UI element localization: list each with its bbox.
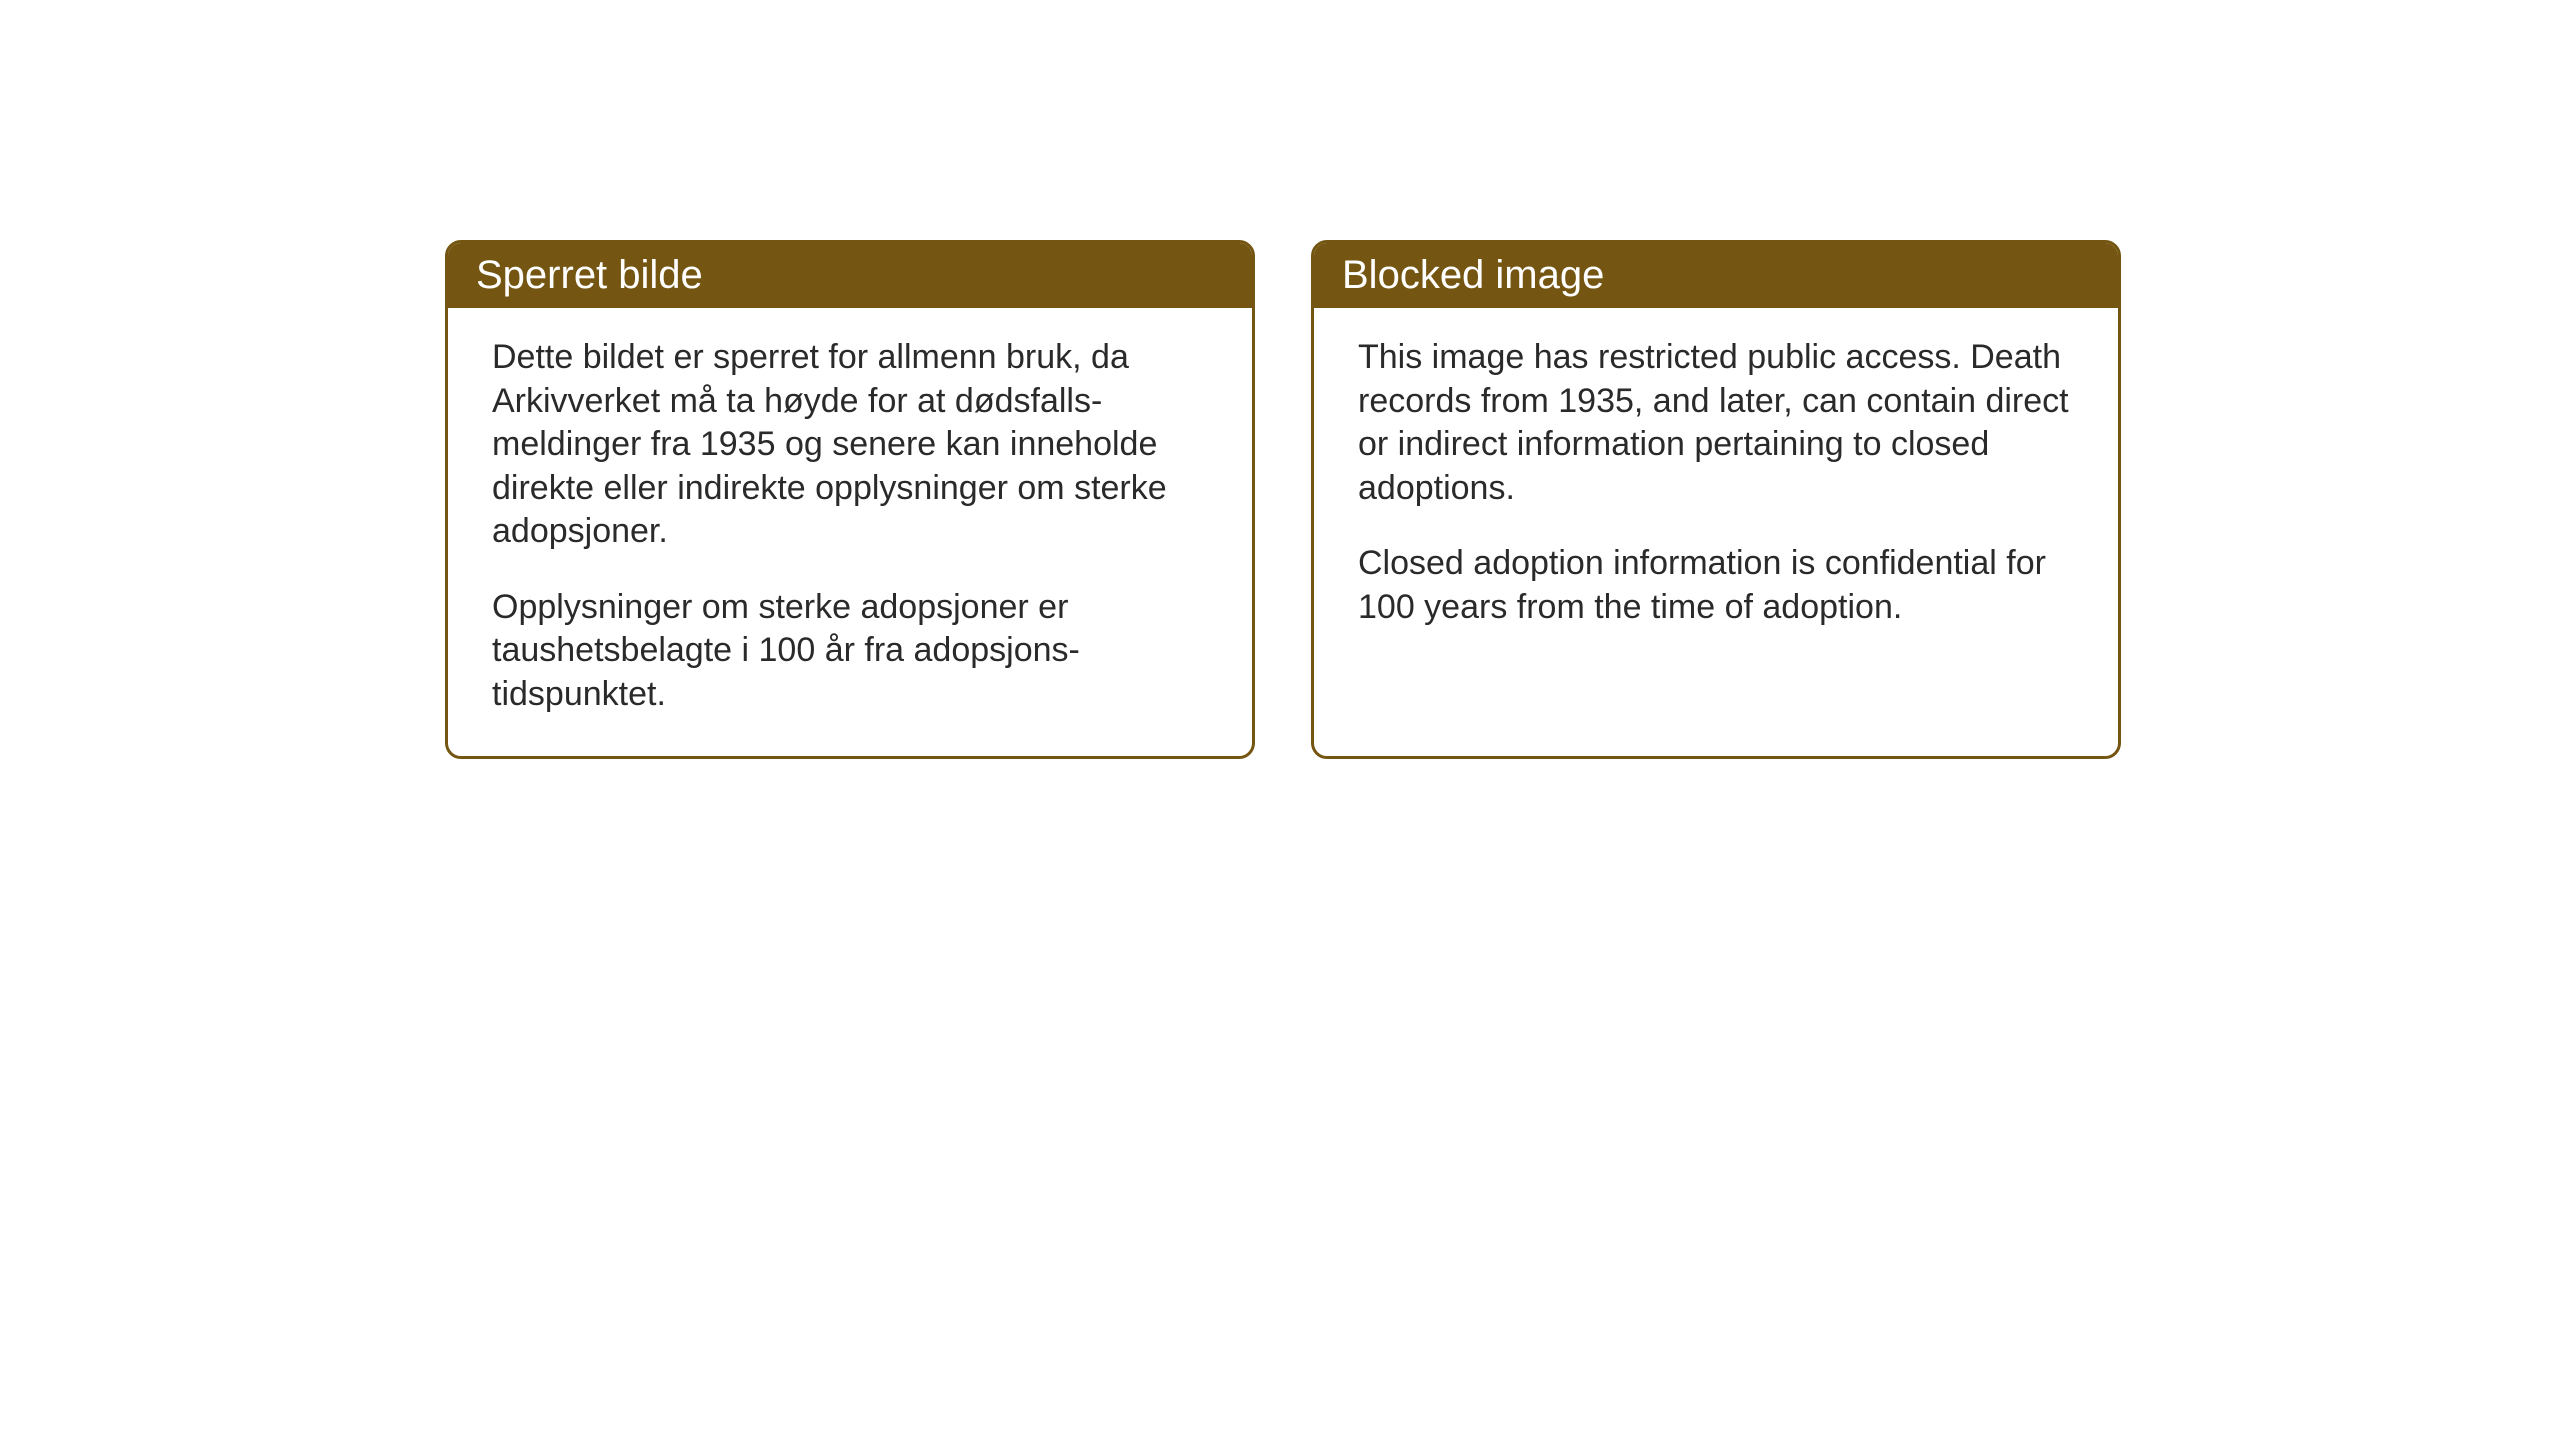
english-card-title: Blocked image	[1314, 243, 2118, 308]
norwegian-paragraph-1: Dette bildet er sperret for allmenn bruk…	[492, 336, 1208, 554]
english-card-body: This image has restricted public access.…	[1314, 308, 2118, 669]
english-notice-card: Blocked image This image has restricted …	[1311, 240, 2121, 759]
notice-cards-container: Sperret bilde Dette bildet er sperret fo…	[445, 240, 2121, 759]
english-paragraph-2: Closed adoption information is confident…	[1358, 542, 2074, 629]
english-paragraph-1: This image has restricted public access.…	[1358, 336, 2074, 510]
norwegian-card-title: Sperret bilde	[448, 243, 1252, 308]
norwegian-notice-card: Sperret bilde Dette bildet er sperret fo…	[445, 240, 1255, 759]
norwegian-paragraph-2: Opplysninger om sterke adopsjoner er tau…	[492, 586, 1208, 717]
norwegian-card-body: Dette bildet er sperret for allmenn bruk…	[448, 308, 1252, 756]
